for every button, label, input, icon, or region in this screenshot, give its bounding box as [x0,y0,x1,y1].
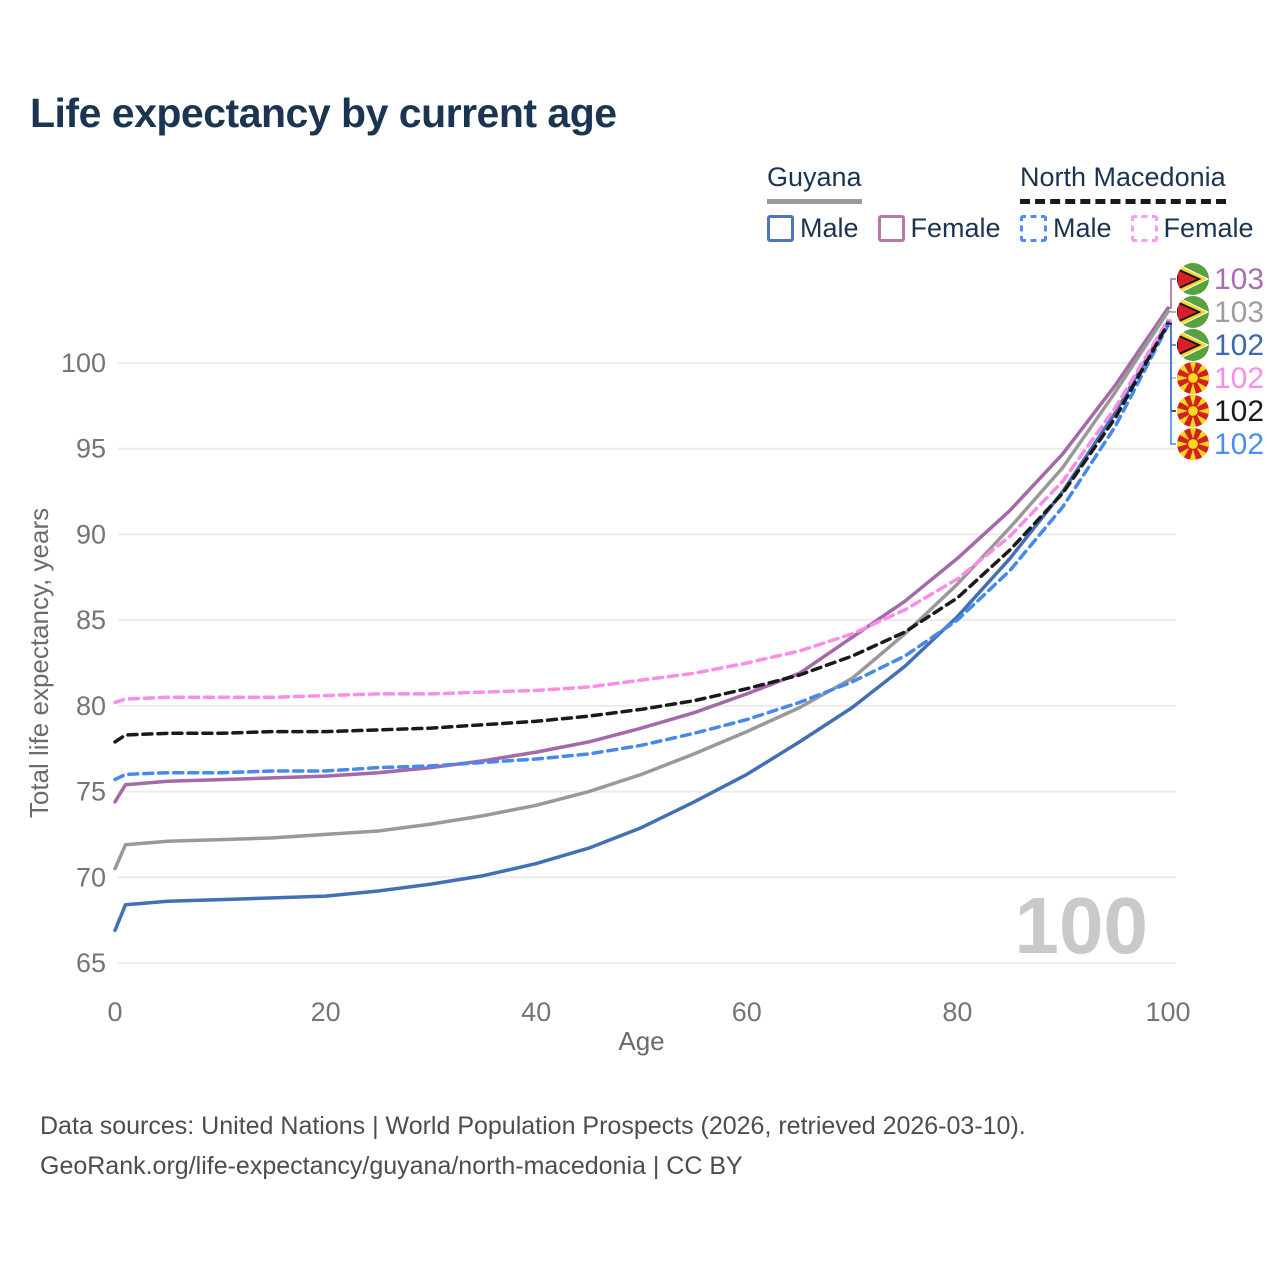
legend-item-label: Male [1053,213,1112,243]
north-macedonia-flag-icon [1177,428,1209,460]
legend-group-guyana: Guyana Male Female [767,162,1020,244]
x-tick-label-60: 60 [732,997,762,1027]
series-line-north-macedonia-female [113,318,1170,705]
end-value-label: 102 [1214,428,1264,461]
legend-item-male[interactable]: Male [767,213,859,244]
legend-group-north-macedonia: North Macedonia Male Female [1020,162,1273,244]
legend-items-row: Male Female [767,213,1020,244]
legend-swatch-icon [1130,215,1158,242]
x-tick-label-100: 100 [1145,997,1190,1027]
y-tick-label-75: 75 [76,777,106,807]
y-axis-title: Total life expectancy, years [24,508,54,818]
guyana-flag-icon [1177,296,1209,328]
end-value-label: 103 [1214,263,1264,296]
footer-attribution-url: GeoRank.org/life-expectancy/guyana/north… [40,1152,743,1180]
y-tick-label-95: 95 [76,434,106,464]
guyana-flag-icon [1177,329,1209,361]
life-expectancy-line-chart: 65 70 75 80 85 90 95 100 0 20 40 60 80 100 Age Total li… [24,263,1264,1056]
x-axis-title: Age [618,1026,664,1056]
series-line-guyana-female [113,306,1170,804]
legend-item-female[interactable]: Female [1130,213,1254,244]
end-value-label: 102 [1214,362,1264,395]
guyana-flag-icon [1177,263,1209,295]
y-tick-label-100: 100 [61,348,106,378]
series-line-north-macedonia-male [113,323,1170,782]
legend-item-label: Female [1163,213,1254,243]
legend-group-title: North Macedonia [1020,162,1226,204]
legend-swatch-icon [877,215,905,242]
y-tick-label-65: 65 [76,948,106,978]
legend-swatch-icon [1020,215,1047,242]
legend-item-label: Female [910,213,1001,243]
north-macedonia-flag-icon [1177,395,1209,427]
y-tick-label-90: 90 [76,519,106,549]
footer-data-sources: Data sources: United Nations | World Pop… [40,1112,1026,1140]
y-tick-label-70: 70 [76,862,106,892]
end-label-leader-line [1166,278,1176,309]
x-tick-label-40: 40 [521,997,551,1027]
footer: Data sources: United Nations | World Pop… [40,1106,1026,1186]
series-line-guyana-both-sexes [113,309,1170,871]
legend-item-female[interactable]: Female [877,213,1001,244]
end-value-label: 102 [1214,329,1264,362]
series-line-north-macedonia-both-sexes [113,321,1170,744]
age-watermark: 100 [1015,881,1148,970]
y-tick-label-85: 85 [76,605,106,635]
x-tick-label-20: 20 [311,997,341,1027]
end-label-leader-line [1166,324,1176,445]
end-value-label: 103 [1214,296,1264,329]
legend-group-title: Guyana [767,162,862,204]
series-line-guyana-male [113,320,1170,933]
x-tick-label-80: 80 [942,997,972,1027]
legend-item-male[interactable]: Male [1020,213,1112,244]
legend-swatch-icon [767,215,794,242]
legend-item-label: Male [800,213,859,243]
end-value-label: 102 [1214,395,1264,428]
north-macedonia-flag-icon [1177,362,1209,394]
y-tick-label-80: 80 [76,691,106,721]
page-title: Life expectancy by current age [30,90,617,136]
x-tick-label-0: 0 [107,997,122,1027]
legend-items-row: Male Female [1020,213,1273,244]
